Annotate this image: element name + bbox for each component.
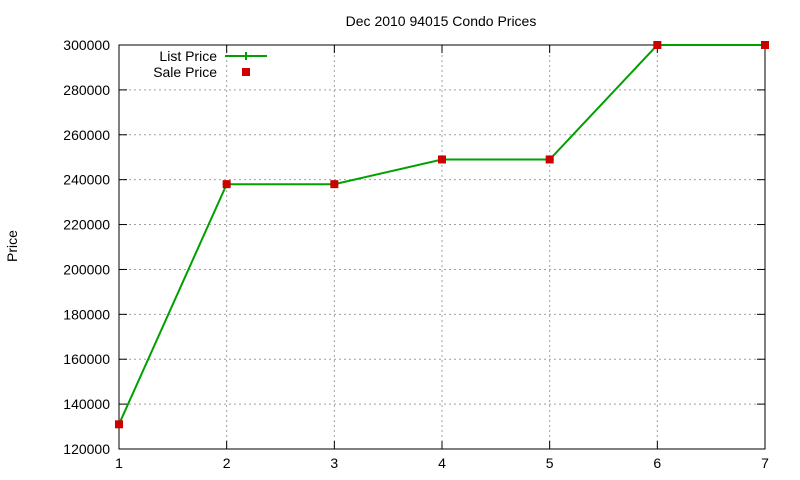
data-series xyxy=(115,41,769,429)
y-tick-label: 280000 xyxy=(63,82,110,98)
sale-price-point xyxy=(761,41,769,49)
sale-price-point xyxy=(545,155,554,164)
sale-price-point xyxy=(222,180,231,189)
legend-label: List Price xyxy=(159,48,217,64)
y-tick-label: 120000 xyxy=(63,441,110,457)
y-tick-label: 200000 xyxy=(63,261,110,277)
y-tick-label: 220000 xyxy=(63,217,110,233)
x-tick-label: 3 xyxy=(330,455,338,471)
y-tick-label: 260000 xyxy=(63,127,110,143)
x-tick-label: 6 xyxy=(653,455,661,471)
y-tick-label: 240000 xyxy=(63,172,110,188)
y-tick-label: 140000 xyxy=(63,396,110,412)
x-tick-label: 1 xyxy=(115,455,123,471)
sale-price-point xyxy=(653,41,662,49)
legend-swatch-square xyxy=(242,68,250,76)
y-tick-label: 300000 xyxy=(63,37,110,53)
sale-price-point xyxy=(438,155,446,164)
y-tick-label: 160000 xyxy=(63,351,110,367)
y-tick-label: 180000 xyxy=(63,306,110,322)
x-tick-label: 7 xyxy=(761,455,769,471)
y-axis-label: Price xyxy=(4,230,20,262)
x-tick-label: 4 xyxy=(438,455,446,471)
chart-title: Dec 2010 94015 Condo Prices xyxy=(346,13,537,29)
sale-price-point xyxy=(330,180,339,189)
plot-frame xyxy=(118,44,766,450)
x-tick-label: 2 xyxy=(223,455,231,471)
axis-ticks: 120000 140000 160000 180000 200000 220000 2400… xyxy=(63,37,769,471)
grid-lines xyxy=(119,45,765,449)
sale-price-point xyxy=(115,420,123,429)
legend-label: Sale Price xyxy=(153,64,217,80)
x-tick-label: 5 xyxy=(546,455,554,471)
